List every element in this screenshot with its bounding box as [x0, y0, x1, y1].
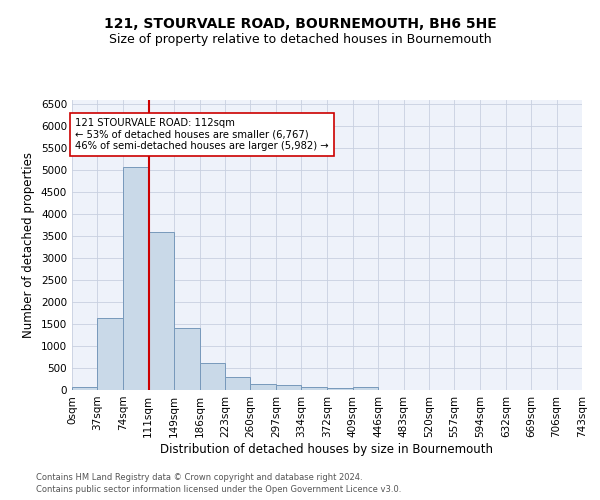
Bar — [72, 386, 97, 390]
Bar — [148, 232, 173, 390]
Y-axis label: Number of detached properties: Number of detached properties — [22, 152, 35, 338]
Text: 121 STOURVALE ROAD: 112sqm
← 53% of detached houses are smaller (6,767)
46% of s: 121 STOURVALE ROAD: 112sqm ← 53% of deta… — [76, 118, 329, 151]
Bar — [328, 388, 353, 390]
Bar — [123, 167, 148, 390]
Text: 121, STOURVALE ROAD, BOURNEMOUTH, BH6 5HE: 121, STOURVALE ROAD, BOURNEMOUTH, BH6 5H… — [104, 18, 496, 32]
Bar — [97, 318, 123, 390]
Text: Contains public sector information licensed under the Open Government Licence v3: Contains public sector information licen… — [36, 485, 401, 494]
Text: Contains HM Land Registry data © Crown copyright and database right 2024.: Contains HM Land Registry data © Crown c… — [36, 472, 362, 482]
Bar — [353, 387, 378, 390]
X-axis label: Distribution of detached houses by size in Bournemouth: Distribution of detached houses by size … — [161, 442, 493, 456]
Text: Size of property relative to detached houses in Bournemouth: Size of property relative to detached ho… — [109, 32, 491, 46]
Bar — [174, 328, 200, 390]
Bar — [301, 387, 326, 390]
Bar — [250, 384, 276, 390]
Bar — [276, 385, 301, 390]
Bar — [200, 363, 225, 390]
Bar — [225, 378, 250, 390]
